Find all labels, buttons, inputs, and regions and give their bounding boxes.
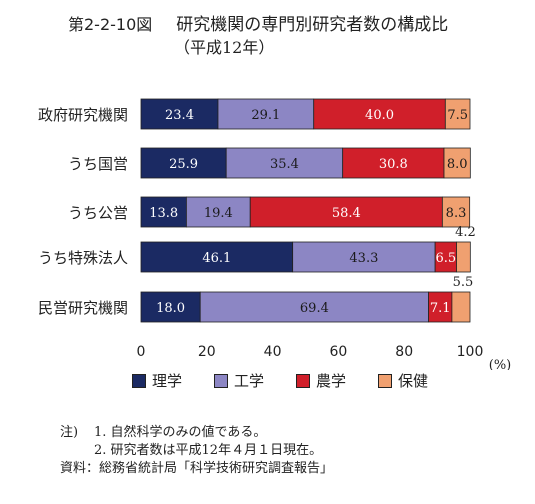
source-head: 資料： bbox=[60, 461, 100, 476]
data-label: 5.5 bbox=[453, 275, 474, 290]
data-label: 43.3 bbox=[349, 251, 378, 266]
data-label: 46.1 bbox=[202, 251, 231, 266]
data-label: 40.0 bbox=[365, 108, 394, 123]
data-label: 35.4 bbox=[270, 157, 299, 172]
data-label: 25.9 bbox=[169, 157, 198, 172]
chart-subtitle: （平成12年） bbox=[174, 38, 275, 57]
data-label: 7.1 bbox=[430, 301, 451, 316]
bar-segment bbox=[456, 241, 471, 273]
legend-label: 理学 bbox=[152, 372, 183, 390]
data-label: 19.4 bbox=[204, 206, 233, 221]
bar-segment bbox=[443, 147, 471, 179]
note-line-1: 注) 1. 自然科学のみの値である。 bbox=[60, 424, 333, 442]
bar-segment bbox=[140, 291, 201, 323]
category-label: 政府研究機関 bbox=[38, 106, 128, 124]
legend-item: 農学 bbox=[296, 370, 378, 391]
bar-segment bbox=[444, 98, 471, 130]
stacked-bar-chart: 政府研究機関 23.4 29.1 40.0 7.5 うち国営 25.9 35.4 30.8 8.0… bbox=[38, 98, 512, 370]
legend-item: 理学 bbox=[132, 370, 214, 391]
bar-segment bbox=[140, 98, 219, 130]
category-label: うち公営 bbox=[68, 204, 128, 222]
data-label: 8.3 bbox=[446, 206, 467, 221]
data-label: 58.4 bbox=[332, 206, 361, 221]
data-label: 4.2 bbox=[455, 225, 476, 240]
legend-label: 工学 bbox=[234, 372, 265, 390]
data-label: 30.8 bbox=[379, 157, 408, 172]
chart-title: 研究機関の専門別研究者数の構成比 bbox=[176, 15, 449, 35]
category-label: うち特殊法人 bbox=[38, 249, 128, 267]
note-head: 注) bbox=[60, 425, 79, 440]
bar-segment bbox=[313, 98, 446, 130]
category-label: 民営研究機関 bbox=[38, 299, 128, 317]
legend-swatch bbox=[378, 373, 392, 388]
legend-label: 農学 bbox=[316, 372, 347, 390]
data-label: 29.1 bbox=[251, 108, 280, 123]
bar-segment bbox=[140, 241, 294, 273]
x-tick-label: 0 bbox=[137, 344, 146, 360]
bar-segment bbox=[342, 147, 445, 179]
data-label: 13.8 bbox=[149, 206, 178, 221]
source-text: 総務省統計局「科学技術研究調査報告」 bbox=[99, 461, 334, 476]
legend-swatch bbox=[214, 373, 228, 388]
x-tick-label: 60 bbox=[329, 344, 347, 360]
title-row: 第2-2-10図 研究機関の専門別研究者数の構成比 bbox=[68, 14, 448, 36]
x-tick-label: 20 bbox=[198, 344, 216, 360]
title-block: 第2-2-10図 研究機関の専門別研究者数の構成比 bbox=[68, 14, 448, 36]
category-label: うち国営 bbox=[68, 155, 128, 173]
bar-segment bbox=[217, 98, 315, 130]
legend-label: 保健 bbox=[398, 372, 429, 390]
data-label: 23.4 bbox=[165, 108, 194, 123]
legend-swatch bbox=[132, 373, 146, 388]
notes: 注) 1. 自然科学のみの値である。 2. 研究者数は平成12年４月１日現在。 資… bbox=[60, 424, 333, 478]
note-line-2: 2. 研究者数は平成12年４月１日現在。 bbox=[60, 442, 333, 460]
data-label: 18.0 bbox=[156, 301, 185, 316]
x-tick-label: 80 bbox=[395, 344, 413, 360]
legend-swatch bbox=[296, 373, 310, 388]
x-tick-label: 40 bbox=[264, 344, 282, 360]
x-tick-label: 100 bbox=[457, 344, 484, 360]
note-1: 1. 自然科学のみの値である。 bbox=[94, 425, 267, 440]
legend-item: 工学 bbox=[214, 370, 296, 391]
data-label: 69.4 bbox=[300, 301, 329, 316]
bar-segment bbox=[199, 291, 429, 323]
figure-number: 第2-2-10図 bbox=[68, 15, 153, 34]
note-2: 2. 研究者数は平成12年４月１日現在。 bbox=[94, 443, 323, 458]
source-line: 資料：総務省統計局「科学技術研究調査報告」 bbox=[60, 460, 333, 478]
bar-segment bbox=[140, 147, 227, 179]
bar-segment bbox=[249, 196, 443, 228]
bar-segment bbox=[140, 196, 187, 228]
bar-segment bbox=[225, 147, 344, 179]
x-axis-unit: (%) bbox=[489, 358, 512, 370]
bar-segment bbox=[451, 291, 471, 323]
data-label: 7.5 bbox=[447, 108, 468, 123]
legend: 理学 工学 農学 保健 bbox=[132, 370, 460, 391]
legend-item: 保健 bbox=[378, 370, 460, 391]
bar-segment bbox=[441, 196, 471, 228]
data-label: 8.0 bbox=[447, 157, 468, 172]
data-label: 6.5 bbox=[435, 251, 456, 266]
